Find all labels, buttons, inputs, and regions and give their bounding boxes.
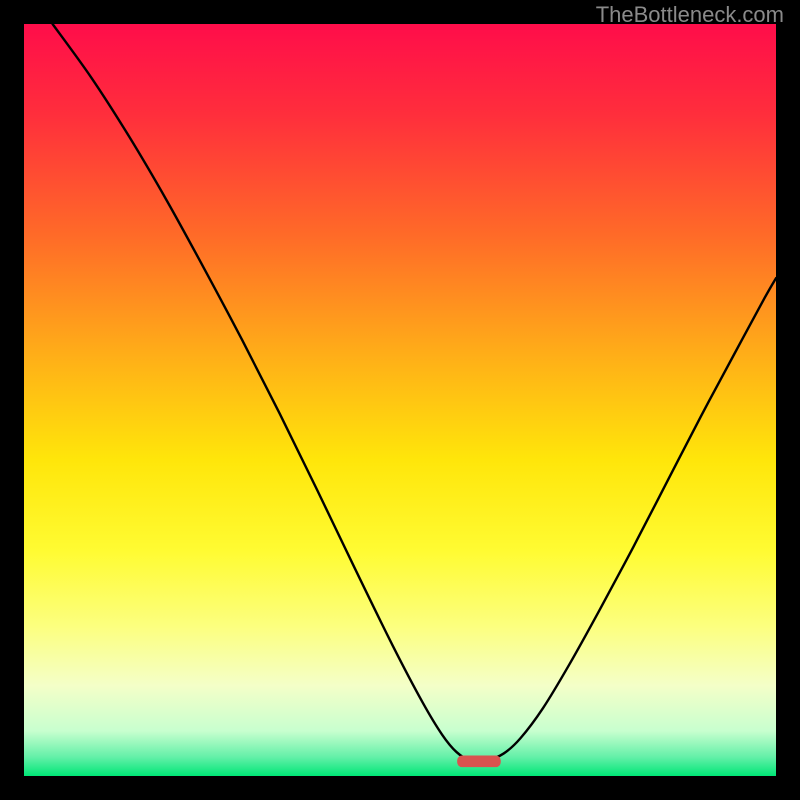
watermark-text: TheBottleneck.com [596,2,784,28]
plot-svg [24,24,776,776]
plot-area [24,24,776,776]
optimum-marker [457,756,501,768]
gradient-background [24,24,776,776]
